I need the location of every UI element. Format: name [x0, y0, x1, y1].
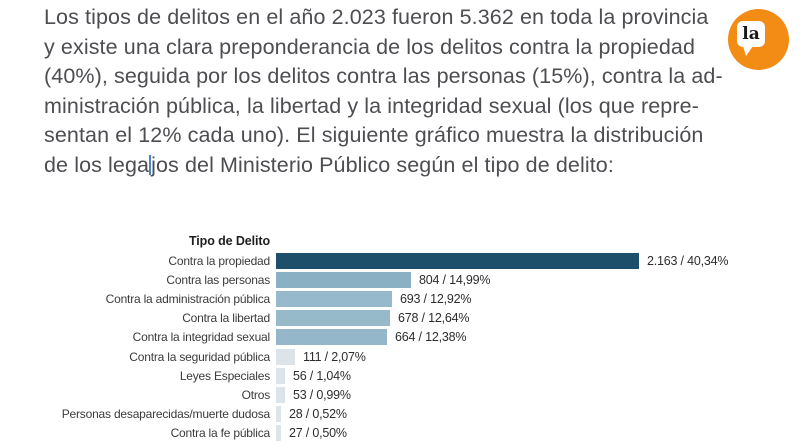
bar-value-label: 678 / 12,64% [398, 311, 470, 326]
speech-bubble-icon: la [737, 21, 765, 47]
bar-row: Contra la integridad sexual 664 / 12,38% [0, 328, 800, 347]
bar-row: Contra la administración pública 693 / 1… [0, 289, 800, 308]
paragraph-text-segment: jos del Ministerio Público según el tipo… [151, 152, 614, 177]
bar-value-label: 2.163 / 40,34% [647, 253, 729, 268]
bar-value-label: 664 / 12,38% [395, 330, 467, 345]
bar-value-label: 53 / 0,99% [293, 387, 351, 402]
paragraph-line: ministración pública, la libertad y la i… [44, 93, 699, 118]
bar-row: Otros 53 / 0,99% [0, 385, 800, 404]
bar-category-label: Contra las personas [166, 272, 270, 287]
bar-row: Contra la propiedad 2.163 / 40,34% [0, 251, 800, 270]
paragraph-line: y existe una clara preponderancia de los… [44, 34, 696, 59]
bar-value-label: 693 / 12,92% [400, 291, 472, 306]
paragraph-line: sentan el 12% cada uno). El siguiente gr… [44, 123, 704, 147]
bar-row: Contra la seguridad pública 111 / 2,07% [0, 347, 800, 366]
paragraph-line: Los tipos de delitos en el año 2.023 fue… [44, 5, 709, 29]
bar-value-label: 804 / 14,99% [419, 272, 491, 287]
bar-category-label: Contra la libertad [182, 311, 270, 326]
bar-value-label: 27 / 0,50% [289, 426, 347, 441]
paragraph-line: de los legajos del Ministerio Público se… [44, 151, 774, 181]
bar-category-label: Contra la propiedad [168, 253, 270, 268]
paragraph-text-segment: de los lega [44, 152, 150, 177]
bar [276, 425, 281, 442]
bar [276, 252, 639, 269]
bar-row: Contra las personas 804 / 14,99% [0, 270, 800, 289]
bar-row: Contra la libertad 678 / 12,64% [0, 309, 800, 328]
bar-category-label: Contra la administración pública [105, 291, 271, 306]
bar-category-label: Contra la integridad sexual [132, 330, 271, 345]
bar [276, 271, 411, 288]
bar-category-label: Otros [241, 387, 271, 402]
bar-value-label: 28 / 0,52% [289, 407, 347, 422]
text-cursor [149, 154, 152, 175]
bar-value-label: 111 / 2,07% [303, 349, 366, 364]
bar-row: Contra la fe pública 27 / 0,50% [0, 424, 800, 443]
site-logo[interactable]: la [728, 9, 789, 70]
paragraph-line: (40%), seguida por los delitos contra la… [44, 64, 723, 88]
logo-text: la [742, 24, 760, 44]
chart-title: Tipo de Delito [188, 234, 270, 248]
bar [276, 406, 281, 423]
bar-category-label: Leyes Especiales [179, 368, 270, 383]
article-paragraph: Los tipos de delitos en el año 2.023 fue… [44, 3, 774, 180]
bar [276, 367, 285, 384]
bar-category-label: Contra la seguridad pública [129, 349, 270, 364]
bar-category-label: Personas desaparecidas/muerte dudosa [61, 407, 270, 422]
speech-bubble-tail-icon [743, 46, 753, 56]
bar-chart: Tipo de Delito Contra la propiedad 2.163… [0, 233, 800, 443]
bar [276, 310, 390, 327]
bar-value-label: 56 / 1,04% [293, 368, 351, 383]
bar-row: Personas desaparecidas/muerte dudosa 28 … [0, 405, 800, 424]
bar-row: Leyes Especiales 56 / 1,04% [0, 366, 800, 385]
bar [276, 386, 285, 403]
bar [276, 290, 392, 307]
bar-category-label: Contra la fe pública [170, 426, 271, 441]
bar [276, 329, 387, 346]
bar [276, 348, 295, 365]
